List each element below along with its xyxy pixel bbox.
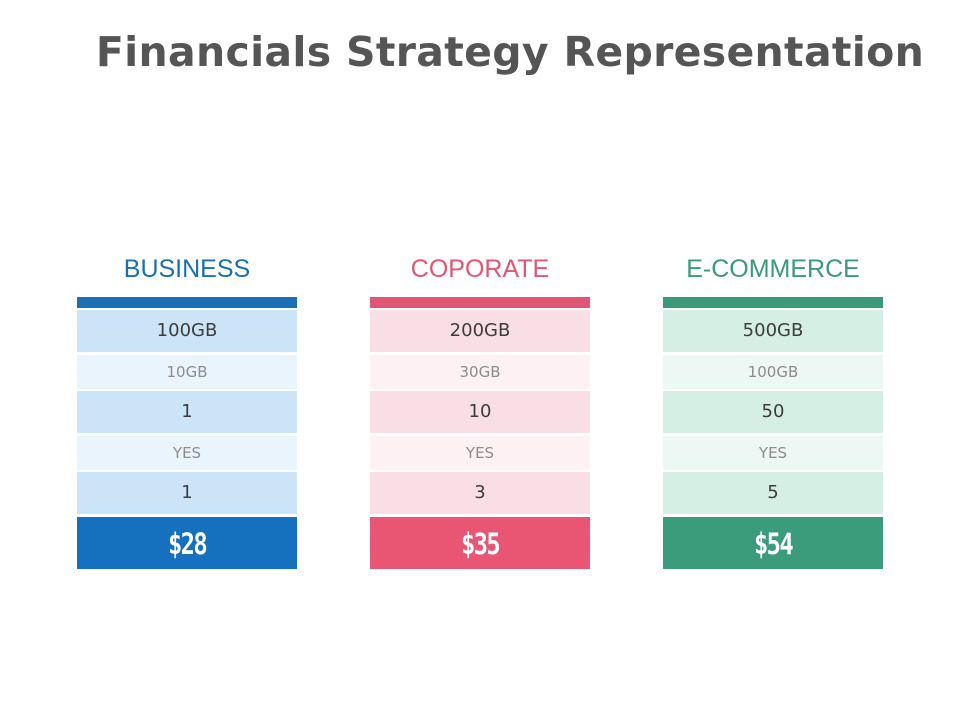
plan-column-e-commerce: E-COMMERCE 500GB 100GB 50 YES 5 $54	[663, 250, 883, 569]
page-title: Financials Strategy Representation	[95, 28, 925, 76]
plan-name: E-COMMERCE	[686, 255, 860, 283]
plan-price-bar: $35	[370, 517, 590, 569]
plan-row-support: YES	[77, 436, 297, 470]
plan-row-quantity: 5	[663, 472, 883, 514]
plan-price-bar: $28	[77, 517, 297, 569]
plan-price: $54	[753, 527, 794, 561]
plan-row-bandwidth: 30GB	[370, 355, 590, 389]
plan-row-bandwidth: 100GB	[663, 355, 883, 389]
plan-column-business: BUSINESS 100GB 10GB 1 YES 1 $28	[77, 250, 297, 569]
plan-top-bar	[77, 297, 297, 308]
plan-row-bandwidth: 10GB	[77, 355, 297, 389]
plan-row-storage: 500GB	[663, 310, 883, 352]
plan-price-bar: $54	[663, 517, 883, 569]
plan-row-storage: 200GB	[370, 310, 590, 352]
plan-top-bar	[663, 297, 883, 308]
plan-price: $28	[167, 527, 208, 561]
plan-row-count: 1	[77, 391, 297, 433]
plan-column-coporate: COPORATE 200GB 30GB 10 YES 3 $35	[370, 250, 590, 569]
plan-top-bar	[370, 297, 590, 308]
plan-name: COPORATE	[410, 255, 550, 283]
plan-row-count: 10	[370, 391, 590, 433]
plan-name: BUSINESS	[123, 255, 251, 283]
plan-price: $35	[460, 527, 501, 561]
plan-row-quantity: 3	[370, 472, 590, 514]
plan-row-count: 50	[663, 391, 883, 433]
plan-row-quantity: 1	[77, 472, 297, 514]
plan-row-support: YES	[370, 436, 590, 470]
plan-row-storage: 100GB	[77, 310, 297, 352]
plan-row-support: YES	[663, 436, 883, 470]
